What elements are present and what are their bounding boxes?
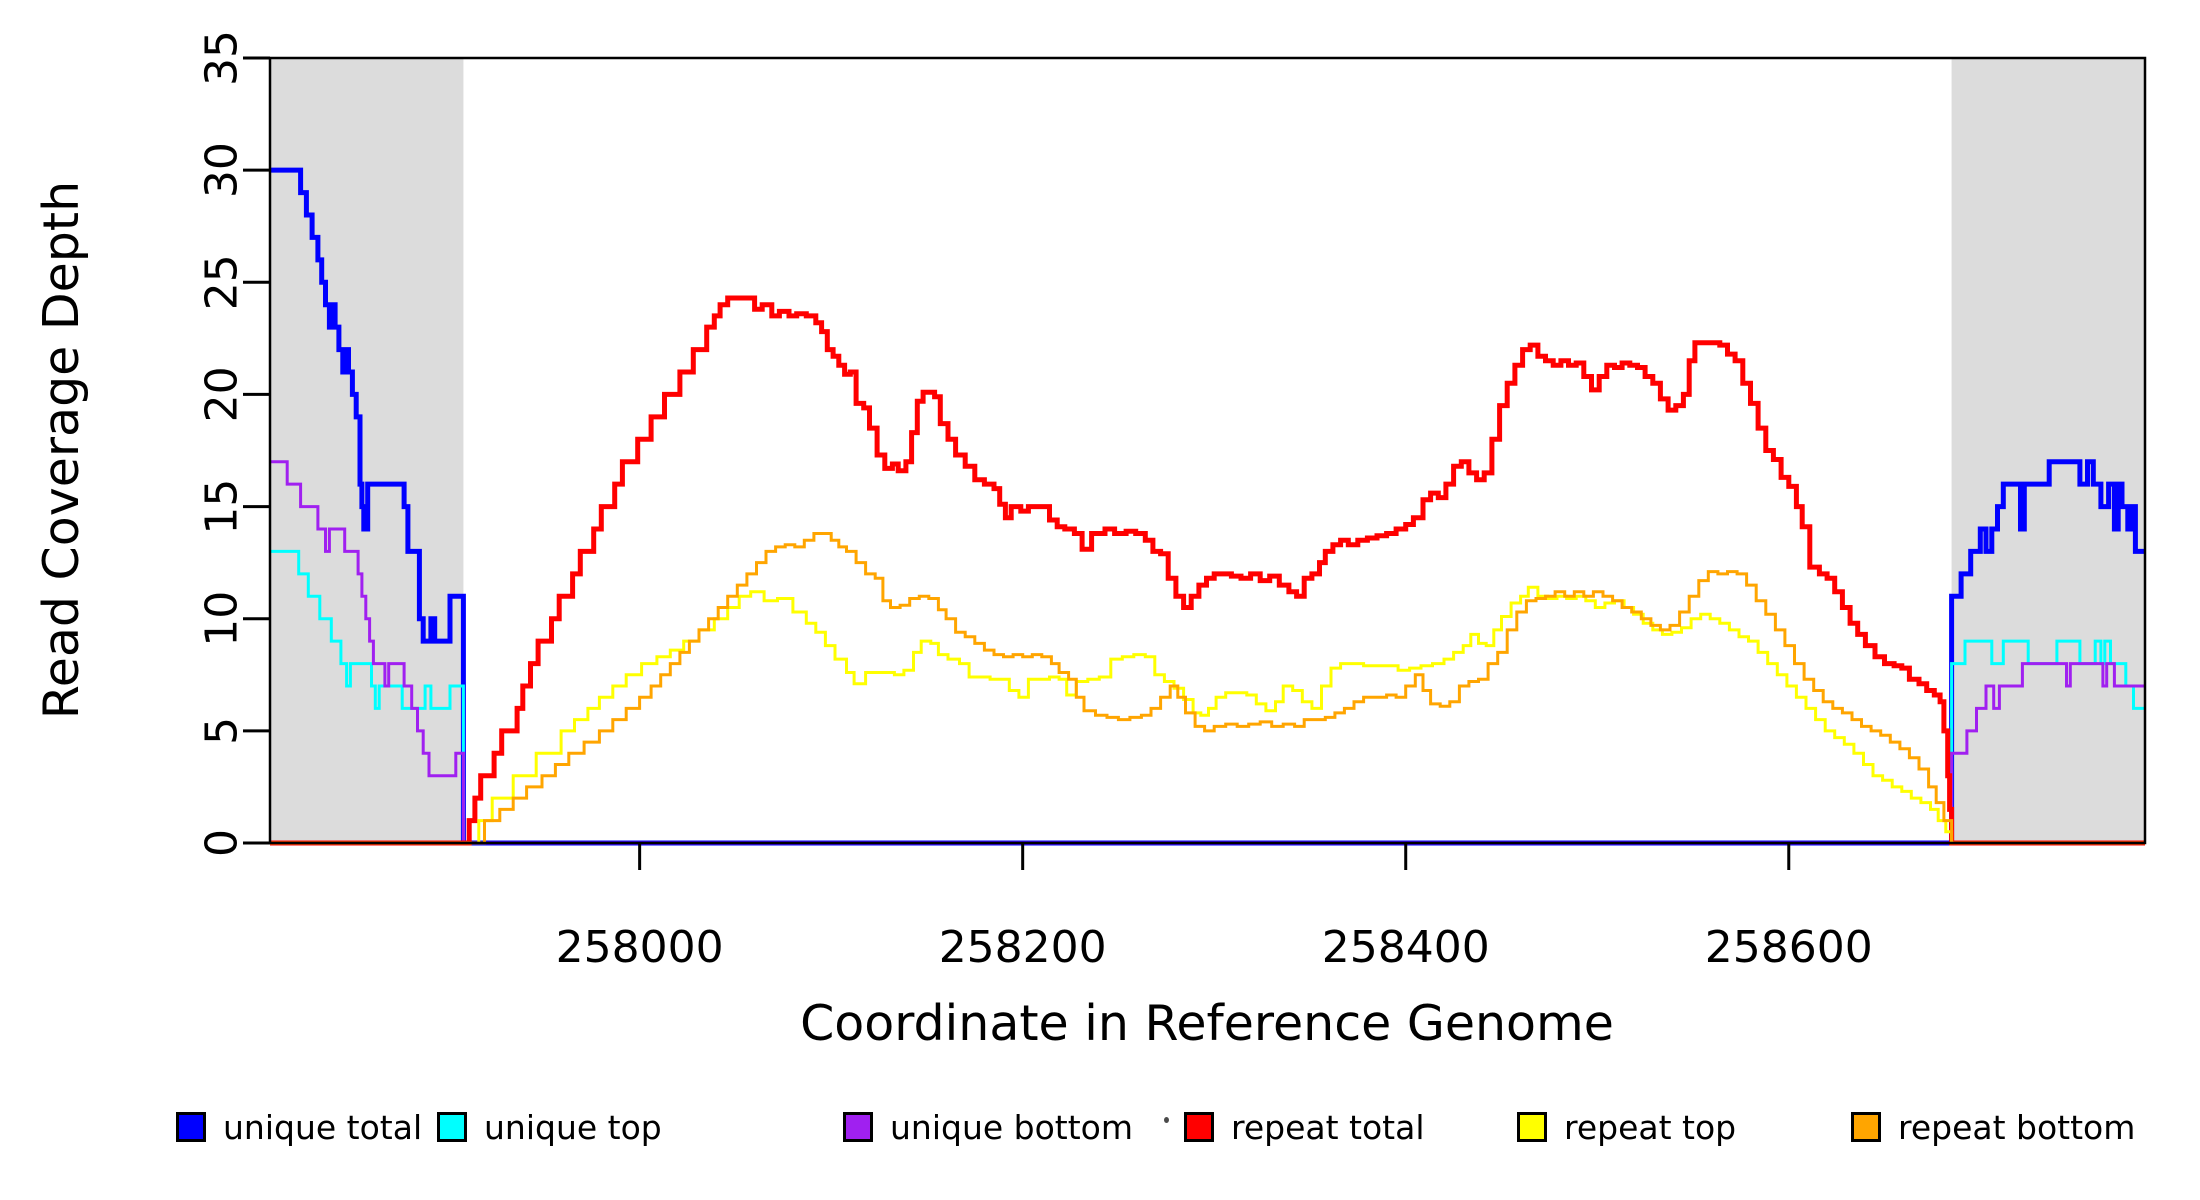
series-lines xyxy=(270,167,2145,846)
y-axis-title: Read Coverage Depth xyxy=(33,181,90,719)
shaded-regions xyxy=(270,58,2145,843)
series-line-repeat-bottom xyxy=(270,532,2145,845)
legend-item-unique-total: unique total xyxy=(176,1104,422,1150)
x-tick-label-258000: 258000 xyxy=(556,922,724,973)
series-line-repeat-top xyxy=(270,585,2145,845)
legend-item-repeat-top: repeat top xyxy=(1517,1104,1736,1150)
y-tick-label-30: 30 xyxy=(197,142,248,198)
y-tick-label-25: 25 xyxy=(197,254,248,310)
legend-swatch-repeat-top xyxy=(1517,1112,1547,1142)
legend: unique total unique top unique bottom repea… xyxy=(0,1104,2200,1164)
y-tick-label-10: 10 xyxy=(197,591,248,647)
y-tick-label-15: 15 xyxy=(197,479,248,535)
legend-label: repeat bottom xyxy=(1898,1107,2136,1147)
x-tick-label-258600: 258600 xyxy=(1705,922,1873,973)
plot-box xyxy=(268,56,2147,845)
x-tick-label-258400: 258400 xyxy=(1322,922,1490,973)
y-tick-label-5: 5 xyxy=(197,717,248,745)
legend-swatch-repeat-total xyxy=(1184,1112,1214,1142)
legend-swatch-unique-top xyxy=(437,1112,467,1142)
legend-label: unique top xyxy=(484,1107,662,1147)
series-line-unique-top xyxy=(270,549,2145,845)
legend-label: repeat top xyxy=(1564,1107,1737,1147)
series-line-unique-bottom xyxy=(270,460,2145,845)
x-tick-label-258200: 258200 xyxy=(939,922,1107,973)
shaded-region-1 xyxy=(1951,58,2145,843)
legend-label: unique bottom xyxy=(890,1107,1134,1147)
stray-dot-artifact xyxy=(1164,1117,1169,1123)
axes: 0 5 10 15 20 25 30 35 258000 258200 258400 258600 xyxy=(197,30,2147,973)
legend-swatch-repeat-bottom xyxy=(1851,1112,1881,1142)
y-tick-label-0: 0 xyxy=(197,829,248,857)
legend-label: unique total xyxy=(223,1107,423,1147)
y-tick-label-35: 35 xyxy=(197,30,248,86)
legend-item-repeat-total: repeat total xyxy=(1184,1104,1425,1150)
legend-swatch-unique-bottom xyxy=(843,1112,873,1142)
legend-item-repeat-bottom: repeat bottom xyxy=(1851,1104,2135,1150)
legend-item-unique-top: unique top xyxy=(437,1104,662,1150)
series-line-unique-total xyxy=(270,167,2145,846)
series-line-repeat-total xyxy=(270,295,2145,846)
legend-item-unique-bottom: unique bottom xyxy=(843,1104,1133,1150)
legend-label: repeat total xyxy=(1231,1107,1425,1147)
x-axis-title: Coordinate in Reference Genome xyxy=(800,995,1614,1052)
legend-swatch-unique-total xyxy=(176,1112,206,1142)
y-tick-label-20: 20 xyxy=(197,366,248,422)
